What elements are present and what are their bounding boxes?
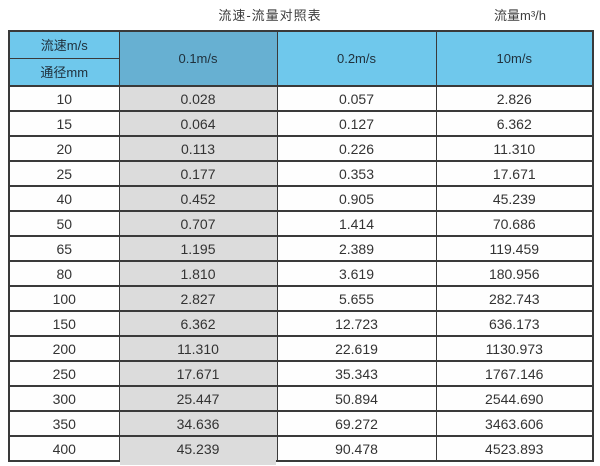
flow-value-cell: 0.905	[276, 185, 437, 212]
diameter-cell: 150	[8, 310, 120, 337]
flow-value-cell: 34.636	[118, 410, 278, 437]
flow-value-cell: 12.723	[276, 310, 437, 337]
flow-value-cell: 0.028	[118, 85, 278, 112]
table-row: 65 1.195 2.389 119.459	[8, 235, 594, 262]
diameter-cell: 250	[8, 360, 120, 387]
table-row: 300 25.447 50.894 2544.690	[8, 385, 594, 412]
flow-value-cell: 22.619	[276, 335, 437, 362]
flow-value-cell: 2.827	[118, 285, 278, 312]
diameter-cell: 300	[8, 385, 120, 412]
flow-value-cell: 6.362	[118, 310, 278, 337]
column-header-10ms: 10m/s	[435, 30, 594, 87]
column-header-0-1ms: 0.1m/s	[118, 30, 278, 87]
flow-value-cell: 4523.893	[435, 435, 594, 462]
diameter-cell: 350	[8, 410, 120, 437]
diameter-cell: 100	[8, 285, 120, 312]
flow-value-cell: 0.452	[118, 185, 278, 212]
diameter-cell: 10	[8, 85, 120, 112]
diameter-cell: 25	[8, 160, 120, 187]
table-row: 80 1.810 3.619 180.956	[8, 260, 594, 287]
flow-value-cell: 25.447	[118, 385, 278, 412]
corner-velocity-label: 流速m/s	[8, 30, 120, 59]
table-row: 100 2.827 5.655 282.743	[8, 285, 594, 312]
diameter-cell: 80	[8, 260, 120, 287]
diameter-cell: 65	[8, 235, 120, 262]
flow-value-cell: 2544.690	[435, 385, 594, 412]
flow-value-cell: 1.195	[118, 235, 278, 262]
flow-value-cell: 0.127	[276, 110, 437, 137]
table-row: 40 0.452 0.905 45.239	[8, 185, 594, 212]
table-row: 200 11.310 22.619 1130.973	[8, 335, 594, 362]
flow-value-cell: 2.826	[435, 85, 594, 112]
flow-value-cell: 6.362	[435, 110, 594, 137]
flow-value-cell: 0.226	[276, 135, 437, 162]
table-row: 15 0.064 0.127 6.362	[8, 110, 594, 137]
flow-value-cell: 17.671	[118, 360, 278, 387]
flow-value-cell: 0.177	[118, 160, 278, 187]
flow-value-cell: 90.478	[276, 435, 437, 462]
diameter-cell: 400	[8, 435, 120, 462]
diameter-cell: 15	[8, 110, 120, 137]
flow-value-cell: 636.173	[435, 310, 594, 337]
table-title: 流速-流量对照表	[218, 8, 322, 23]
flow-value-cell: 5.655	[276, 285, 437, 312]
flow-value-cell: 0.057	[276, 85, 437, 112]
table-row: 150 6.362 12.723 636.173	[8, 310, 594, 337]
table-row: 250 17.671 35.343 1767.146	[8, 360, 594, 387]
flow-value-cell: 50.894	[276, 385, 437, 412]
highlight-column-overhang	[120, 459, 276, 465]
flow-value-cell: 3.619	[276, 260, 437, 287]
diameter-cell: 50	[8, 210, 120, 237]
flow-value-cell: 0.707	[118, 210, 278, 237]
table-body: 10 0.028 0.057 2.826 15 0.064 0.127 6.362 20 0.11…	[8, 85, 594, 462]
flow-value-cell: 45.239	[118, 435, 278, 462]
flow-value-cell: 0.064	[118, 110, 278, 137]
column-header-0-2ms: 0.2m/s	[276, 30, 437, 87]
table-row: 10 0.028 0.057 2.826	[8, 85, 594, 112]
flow-value-cell: 2.389	[276, 235, 437, 262]
flow-value-cell: 45.239	[435, 185, 594, 212]
flow-value-cell: 1130.973	[435, 335, 594, 362]
table-header: 流速m/s 0.1m/s 0.2m/s 10m/s 通径mm	[8, 30, 594, 87]
flow-value-cell: 17.671	[435, 160, 594, 187]
table-row: 50 0.707 1.414 70.686	[8, 210, 594, 237]
flow-value-cell: 180.956	[435, 260, 594, 287]
flow-unit-label: 流量m³/h	[493, 8, 546, 23]
flow-value-cell: 69.272	[276, 410, 437, 437]
flow-value-cell: 282.743	[435, 285, 594, 312]
flow-value-cell: 0.113	[118, 135, 278, 162]
table-row: 25 0.177 0.353 17.671	[8, 160, 594, 187]
flow-value-cell: 0.353	[276, 160, 437, 187]
diameter-cell: 200	[8, 335, 120, 362]
flow-value-cell: 11.310	[435, 135, 594, 162]
flow-value-cell: 1767.146	[435, 360, 594, 387]
diameter-cell: 20	[8, 135, 120, 162]
flow-value-cell: 1.414	[276, 210, 437, 237]
corner-diameter-label: 通径mm	[8, 57, 120, 87]
flow-value-cell: 3463.606	[435, 410, 594, 437]
diameter-cell: 40	[8, 185, 120, 212]
flow-value-cell: 35.343	[276, 360, 437, 387]
flow-value-cell: 70.686	[435, 210, 594, 237]
table-row: 350 34.636 69.272 3463.606	[8, 410, 594, 437]
table-row: 400 45.239 90.478 4523.893	[8, 435, 594, 462]
flow-value-cell: 119.459	[435, 235, 594, 262]
flow-comparison-table: 流速m/s 0.1m/s 0.2m/s 10m/s 通径mm 10 0.028 0.…	[8, 30, 594, 462]
flow-value-cell: 11.310	[118, 335, 278, 362]
flow-value-cell: 1.810	[118, 260, 278, 287]
table-row: 20 0.113 0.226 11.310	[8, 135, 594, 162]
